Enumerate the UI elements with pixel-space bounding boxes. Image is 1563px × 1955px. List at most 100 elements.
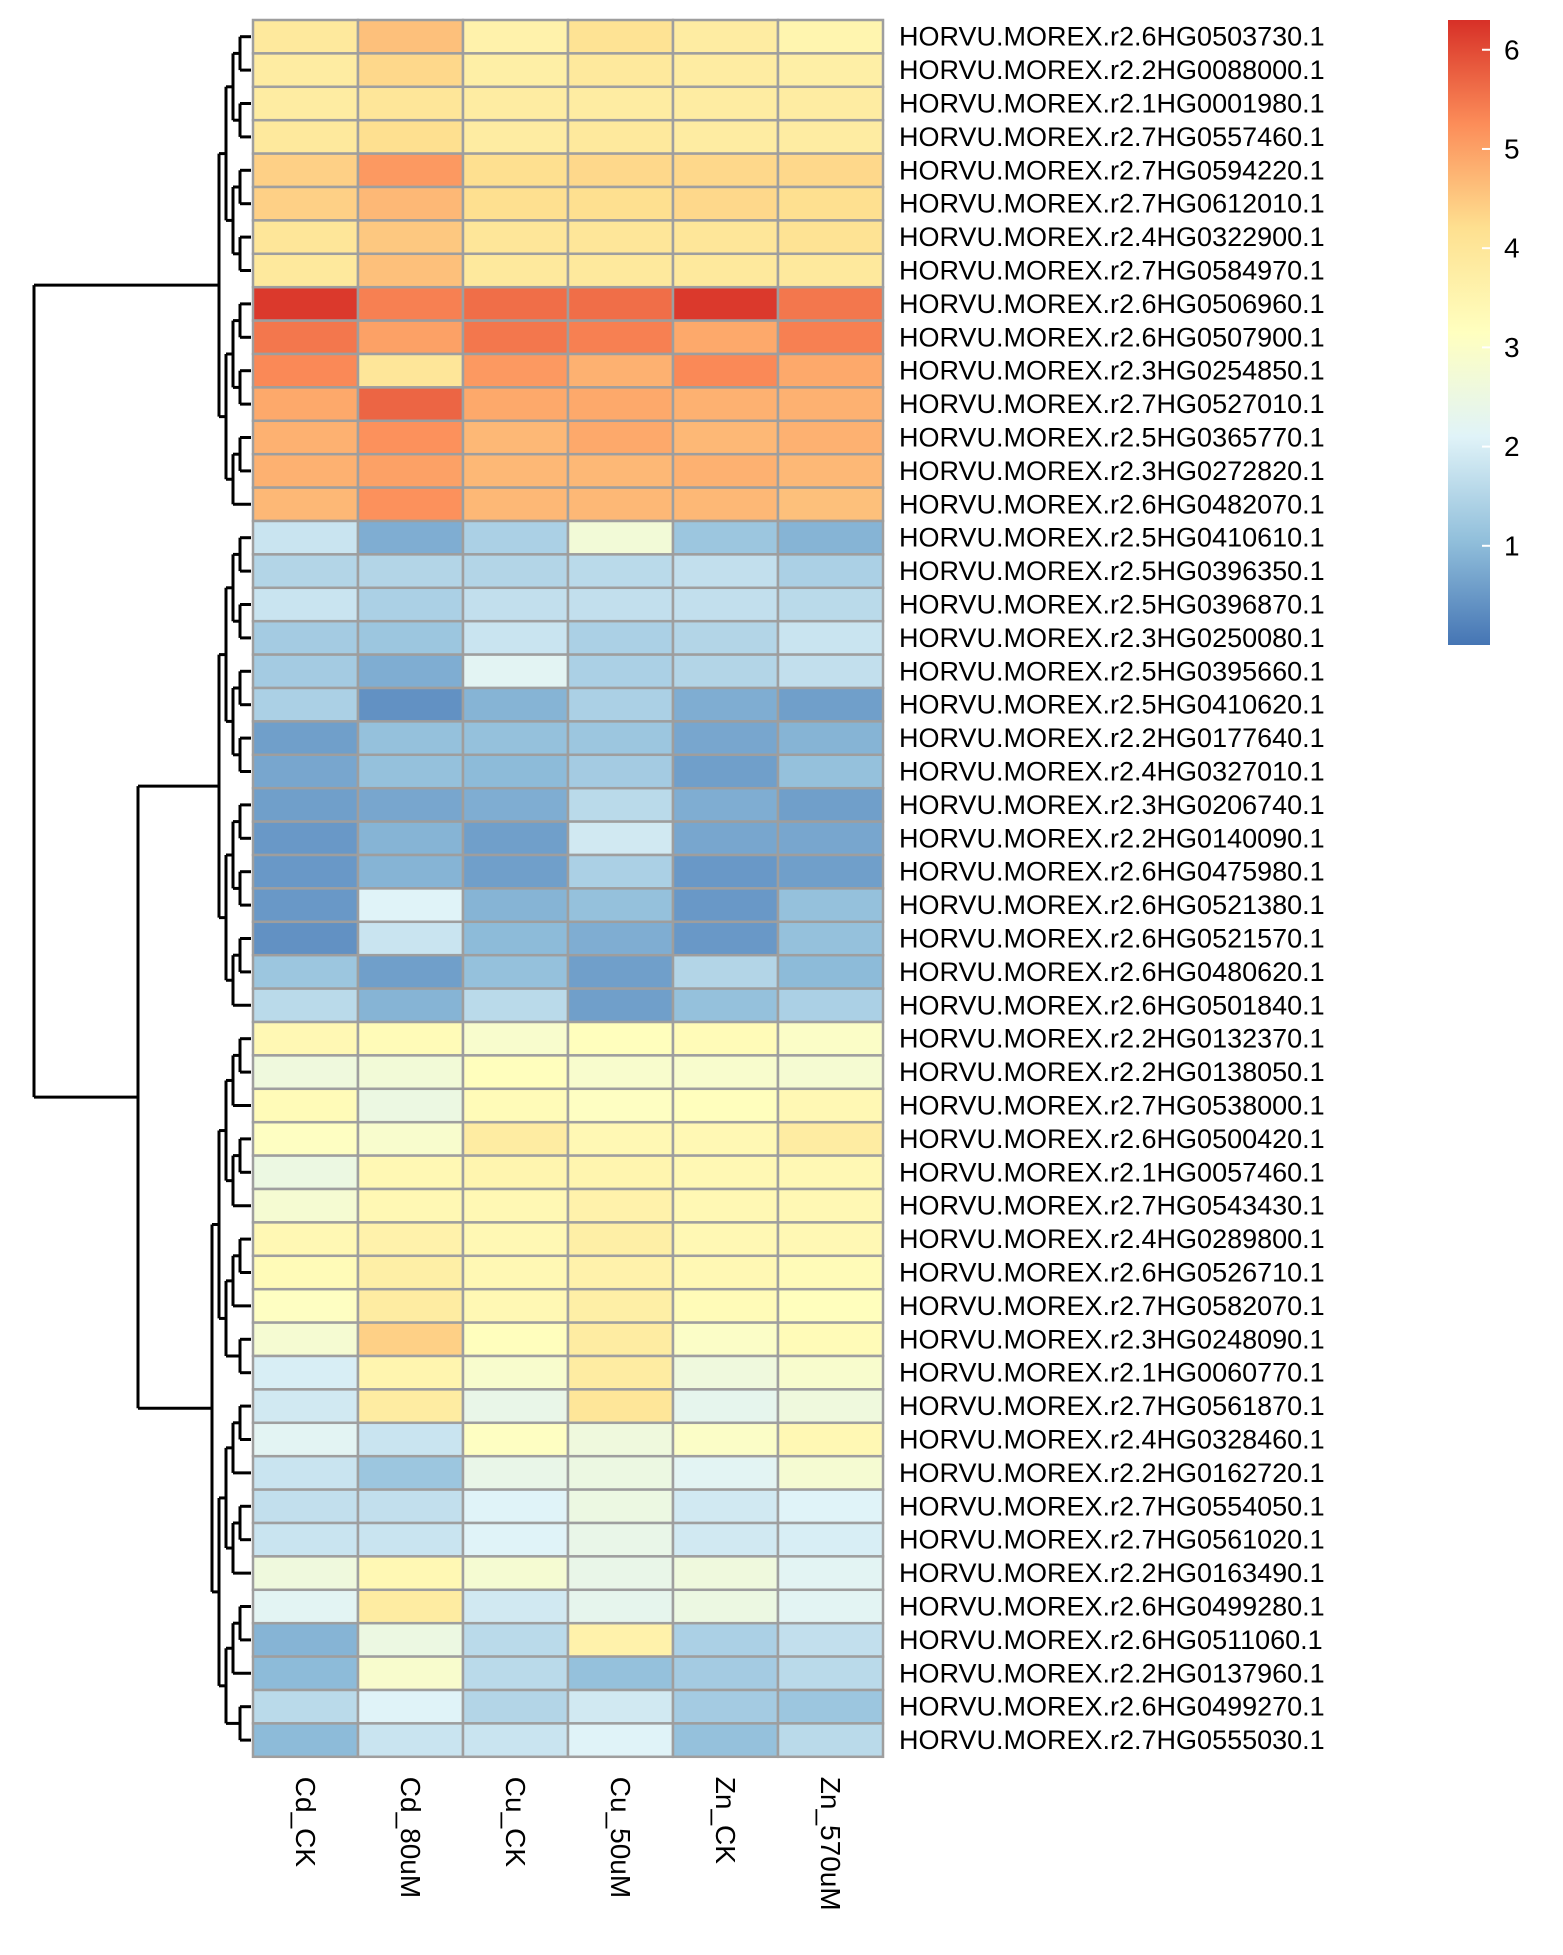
- heatmap-cell: [461, 753, 570, 790]
- heatmap-cell: [251, 386, 360, 423]
- heatmap-cell: [461, 285, 570, 322]
- row-label: HORVU.MOREX.r2.2HG0137960.1: [899, 1658, 1325, 1688]
- heatmap-cell: [776, 920, 885, 957]
- row-label: HORVU.MOREX.r2.7HG0527010.1: [899, 389, 1325, 419]
- heatmap-cell: [251, 1454, 360, 1491]
- row-label: HORVU.MOREX.r2.6HG0521380.1: [899, 890, 1325, 920]
- heatmap-cell: [251, 452, 360, 489]
- heatmap-cell: [251, 52, 360, 89]
- heatmap-cell: [461, 1655, 570, 1692]
- row-label: HORVU.MOREX.r2.7HG0557460.1: [899, 122, 1325, 152]
- heatmap-cell: [356, 753, 465, 790]
- heatmap-cell: [461, 1688, 570, 1725]
- heatmap-cell: [566, 753, 675, 790]
- heatmap-cell: [671, 1655, 780, 1692]
- heatmap-cell: [671, 18, 780, 55]
- heatmap-cell: [566, 252, 675, 289]
- heatmap-cell: [671, 1354, 780, 1391]
- heatmap-cell: [776, 987, 885, 1024]
- heatmap-cell: [251, 1521, 360, 1558]
- heatmap-cell: [776, 820, 885, 857]
- row-label: HORVU.MOREX.r2.2HG0138050.1: [899, 1057, 1325, 1087]
- heatmap-cell: [461, 720, 570, 757]
- heatmap-cell: [671, 1020, 780, 1057]
- heatmap-cell: [671, 1588, 780, 1625]
- row-dendrogram: [32, 35, 251, 1742]
- heatmap-cell: [251, 1421, 360, 1458]
- heatmap-cell: [776, 319, 885, 356]
- heatmap-cell: [566, 1621, 675, 1658]
- heatmap-cell: [461, 486, 570, 523]
- row-label: HORVU.MOREX.r2.6HG0503730.1: [899, 22, 1325, 52]
- heatmap-cell: [356, 118, 465, 155]
- heatmap-cell: [566, 219, 675, 256]
- heatmap-cell: [356, 319, 465, 356]
- heatmap-cell: [776, 1621, 885, 1658]
- color-legend-ticks: 1 2 3 4 5 6: [1482, 34, 1520, 561]
- heatmap-cell: [671, 853, 780, 890]
- heatmap-cell: [566, 1120, 675, 1157]
- heatmap-cell: [671, 319, 780, 356]
- heatmap-cell: [671, 1154, 780, 1191]
- heatmap-cell: [671, 1187, 780, 1224]
- row-label: HORVU.MOREX.r2.6HG0507900.1: [899, 322, 1325, 352]
- heatmap-cell: [776, 1154, 885, 1191]
- heatmap-cell: [671, 352, 780, 389]
- heatmap-cell: [356, 1221, 465, 1258]
- heatmap-cell: [566, 419, 675, 456]
- column-label: Cd_CK: [290, 1777, 321, 1868]
- row-label: HORVU.MOREX.r2.4HG0289800.1: [899, 1224, 1325, 1254]
- heatmap-cell: [461, 1287, 570, 1324]
- row-label: HORVU.MOREX.r2.7HG0543430.1: [899, 1191, 1325, 1221]
- heatmap-cell: [461, 1722, 570, 1759]
- heatmap-cell: [566, 786, 675, 823]
- heatmap-cell: [356, 1287, 465, 1324]
- heatmap-cell: [566, 486, 675, 523]
- heatmap-cell: [776, 1254, 885, 1291]
- heatmap-cell: [356, 953, 465, 990]
- heatmap-cell: [776, 486, 885, 523]
- heatmap-cell: [251, 1688, 360, 1725]
- row-label: HORVU.MOREX.r2.4HG0328460.1: [899, 1425, 1325, 1455]
- heatmap-cell: [461, 586, 570, 623]
- heatmap-cell: [461, 1120, 570, 1157]
- heatmap-cell: [251, 820, 360, 857]
- heatmap-cell: [566, 1254, 675, 1291]
- heatmap-cell: [251, 1722, 360, 1759]
- heatmap-cell: [356, 586, 465, 623]
- heatmap-cell: [251, 619, 360, 656]
- legend-tick-label: 6: [1504, 34, 1520, 65]
- heatmap-cell: [671, 252, 780, 289]
- heatmap-cell: [776, 720, 885, 757]
- heatmap-cell: [251, 18, 360, 55]
- heatmap-cell: [461, 953, 570, 990]
- heatmap-cell: [356, 853, 465, 890]
- row-label: HORVU.MOREX.r2.2HG0177640.1: [899, 723, 1325, 753]
- heatmap-cell: [251, 1488, 360, 1525]
- heatmap-cell: [671, 619, 780, 656]
- heatmap-cell: [671, 152, 780, 189]
- heatmap-cell: [776, 419, 885, 456]
- heatmap-cell: [356, 352, 465, 389]
- heatmap-cell: [461, 686, 570, 723]
- heatmap-cell: [671, 686, 780, 723]
- heatmap-cell: [776, 753, 885, 790]
- heatmap-cell: [251, 118, 360, 155]
- heatmap-cell: [251, 920, 360, 957]
- heatmap-cell: [356, 452, 465, 489]
- heatmap-cell: [776, 853, 885, 890]
- heatmap-cell: [461, 1321, 570, 1358]
- heatmap-cells: [251, 18, 885, 1759]
- row-label: HORVU.MOREX.r2.5HG0410620.1: [899, 690, 1325, 720]
- heatmap-cell: [566, 1020, 675, 1057]
- heatmap-cell: [566, 1187, 675, 1224]
- row-label: HORVU.MOREX.r2.4HG0327010.1: [899, 757, 1325, 787]
- heatmap-cell: [776, 1588, 885, 1625]
- heatmap-cell: [671, 987, 780, 1024]
- heatmap-cell: [776, 1020, 885, 1057]
- heatmap-cell: [251, 1321, 360, 1358]
- row-label: HORVU.MOREX.r2.5HG0396870.1: [899, 590, 1325, 620]
- heatmap-cell: [776, 586, 885, 623]
- heatmap-cell: [251, 219, 360, 256]
